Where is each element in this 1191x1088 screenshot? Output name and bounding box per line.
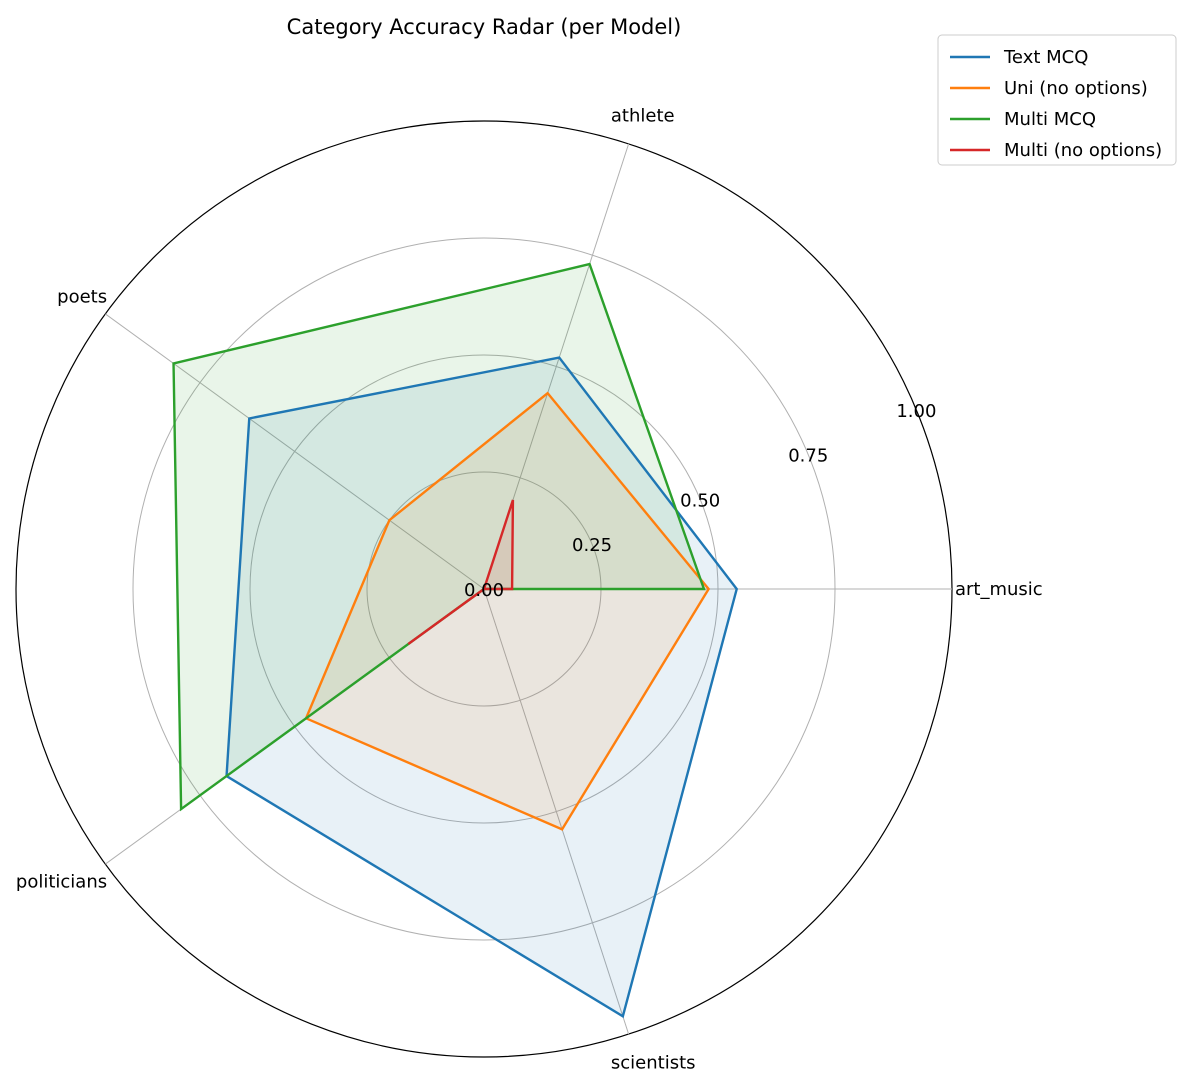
series-line-1 [304, 391, 711, 831]
series-fill-0 [226, 357, 737, 1017]
series-lines [172, 262, 739, 1019]
series-fill-1 [306, 393, 709, 830]
spoke-poets [105, 313, 485, 590]
r-tick-label-3: 0.75 [788, 446, 828, 467]
legend-label-2: Multi MCQ [1004, 109, 1096, 130]
radial-tick-labels: 0.00 0.25 0.50 0.75 1.00 [464, 401, 936, 601]
r-tick-label-0: 0.00 [464, 580, 504, 601]
chart-title: Category Accuracy Radar (per Model) [287, 15, 682, 39]
legend: Text MCQ Uni (no options) Multi MCQ Multi (… [937, 34, 1177, 166]
series-fills [173, 264, 737, 1017]
category-label-politicians: politicians [16, 872, 107, 893]
category-labels: art_music athlete poets politicians scientis… [16, 105, 1043, 1073]
legend-frame [937, 34, 1177, 166]
r-tick-label-2: 0.50 [680, 490, 720, 511]
category-label-athlete: athlete [611, 105, 675, 126]
legend-label-1: Uni (no options) [1004, 78, 1148, 99]
series-line-0 [225, 356, 739, 1019]
series-line-2 [172, 262, 706, 812]
series-fill-3 [408, 499, 513, 645]
category-label-poets: poets [57, 286, 107, 307]
category-label-art_music: art_music [955, 579, 1043, 600]
series-line-3 [407, 499, 515, 645]
legend-label-0: Text MCQ [1003, 47, 1088, 68]
r-tick-label-1: 0.25 [572, 535, 612, 556]
spoke-scientists [483, 588, 630, 1035]
series-fill-2 [173, 264, 704, 810]
r-tick-label-4: 1.00 [896, 401, 936, 422]
category-label-scientists: scientists [611, 1053, 696, 1074]
legend-label-3: Multi (no options) [1004, 140, 1162, 161]
